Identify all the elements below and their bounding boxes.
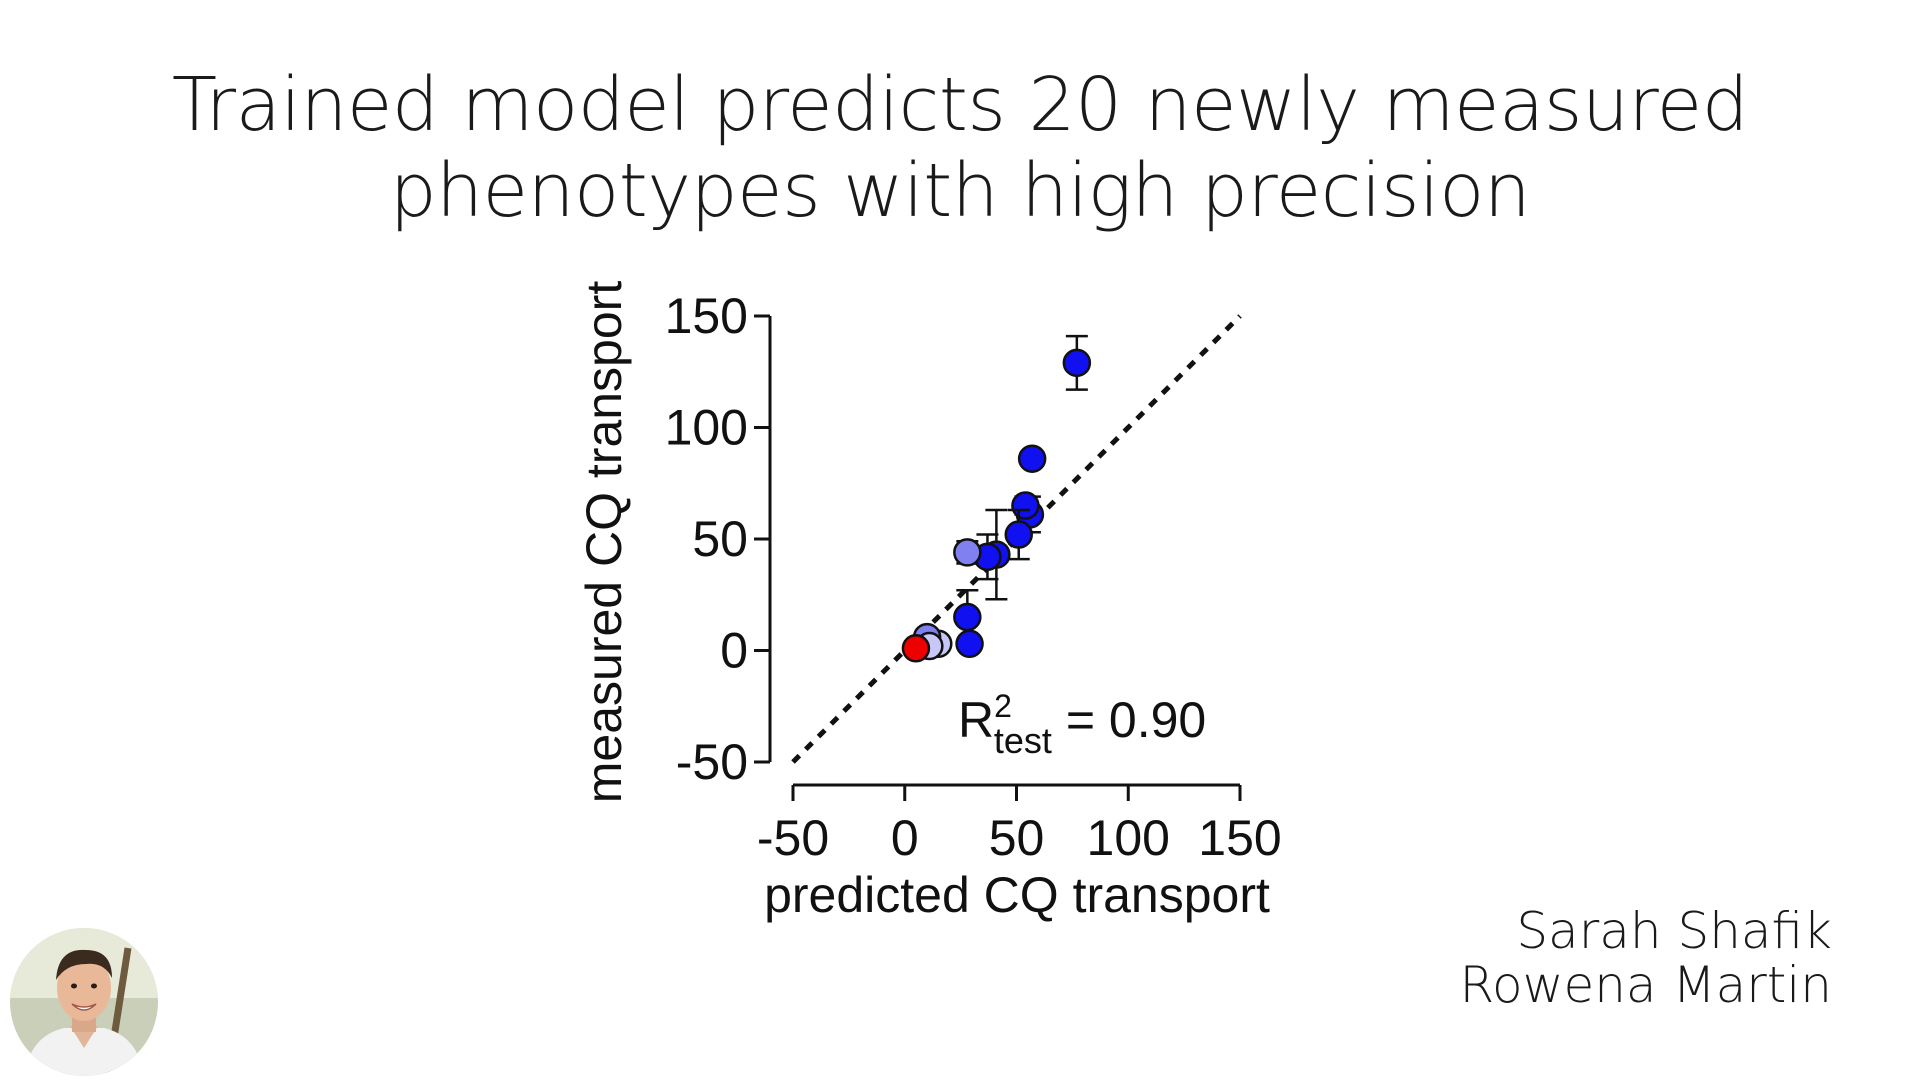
x-axis-label: predicted CQ transport	[764, 867, 1270, 923]
y-tick-label: 100	[665, 400, 748, 456]
identity-reference-line	[791, 314, 1242, 764]
y-axis-label: measured CQ transport	[576, 281, 632, 804]
avatar	[10, 928, 158, 1076]
x-tick-label: -50	[757, 810, 829, 866]
credits: Sarah Shafik Rowena Martin	[1460, 904, 1833, 1012]
data-points	[901, 334, 1092, 663]
data-point	[953, 538, 982, 567]
data-point	[953, 602, 982, 632]
y-tick-label: 50	[692, 511, 748, 567]
credit-name-1: Sarah Shafik	[1516, 902, 1832, 960]
y-tick-label: -50	[676, 734, 748, 790]
chart-axes: -50 0 50 100 150 -50 0 50 100 150	[665, 288, 1282, 866]
data-point	[955, 629, 984, 659]
credit-name-2: Rowena Martin	[1459, 956, 1833, 1014]
r-squared-annotation: R2 test = 0.90	[958, 688, 1206, 761]
person-photo-icon	[10, 928, 158, 1076]
r-squared-symbol: R	[958, 692, 994, 748]
data-point	[1004, 520, 1033, 549]
x-tick-label: 50	[989, 810, 1045, 866]
x-tick-label: 150	[1198, 810, 1281, 866]
x-tick-label: 0	[891, 810, 919, 866]
r-squared-value: = 0.90	[1052, 692, 1206, 748]
data-point	[1017, 444, 1047, 473]
data-point	[1011, 491, 1040, 520]
r-squared-superscript: 2	[994, 688, 1012, 724]
x-tick-label: 100	[1087, 810, 1170, 866]
title-line-2: phenotypes with high precision	[389, 148, 1531, 234]
data-point	[1062, 348, 1092, 378]
slide-title: Trained model predicts 20 newly measured…	[0, 62, 1920, 234]
r-squared-subscript: test	[994, 720, 1052, 761]
title-line-1: Trained model predicts 20 newly measured	[171, 62, 1749, 148]
y-tick-label: 150	[665, 288, 748, 344]
data-point	[901, 634, 931, 663]
y-tick-label: 0	[720, 623, 748, 679]
